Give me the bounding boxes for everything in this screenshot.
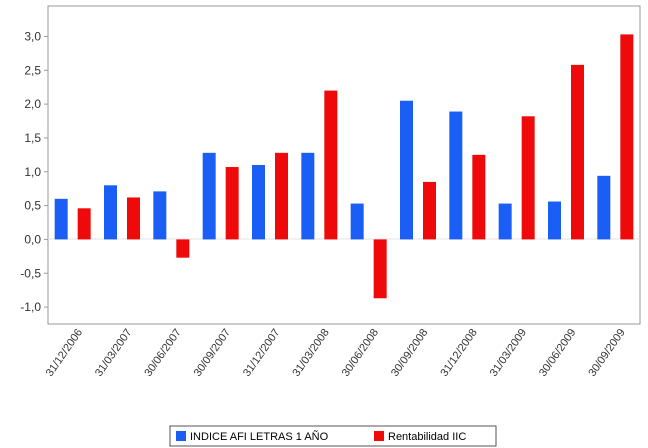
- y-tick-label: 0,5: [24, 199, 41, 213]
- legend-label-rentabilidad: Rentabilidad IIC: [388, 431, 466, 443]
- bar-rentabilidad-0: [77, 208, 91, 240]
- legend-label-indice: INDICE AFI LETRAS 1 AÑO: [190, 430, 329, 443]
- bar-indice-9: [498, 203, 512, 240]
- bar-rentabilidad-8: [472, 154, 486, 240]
- legend-box: [169, 425, 497, 447]
- x-tick-label: 30/06/2009: [537, 327, 578, 379]
- legend: INDICE AFI LETRAS 1 AÑO Rentabilidad IIC: [169, 425, 497, 447]
- x-tick-label: 31/12/2008: [438, 327, 479, 379]
- x-tick-label: 31/03/2007: [93, 327, 134, 379]
- y-tick-label: 2,5: [24, 63, 41, 77]
- x-axis: 31/12/2006 31/03/2007 30/06/2007 30/09/2007…: [44, 327, 628, 379]
- bar-rentabilidad-6: [373, 239, 387, 299]
- x-tick-label: 31/03/2009: [488, 327, 529, 379]
- y-axis: -1,0 -0,5 0,0 0,5 1,0 1,5 2,0 2,5 3,0: [20, 29, 48, 314]
- y-tick-label: -1,0: [20, 300, 41, 314]
- bar-indice-1: [104, 185, 117, 240]
- x-tick-label: 30/09/2009: [586, 327, 627, 379]
- x-tick-label: 30/09/2007: [192, 327, 233, 379]
- bar-rentabilidad-11: [620, 34, 634, 240]
- bar-indice-3: [202, 152, 216, 240]
- bar-indice-7: [400, 100, 413, 240]
- legend-swatch-rentabilidad: [374, 431, 384, 441]
- bar-rentabilidad-10: [571, 64, 584, 240]
- x-tick-label: 31/03/2008: [290, 327, 331, 379]
- y-tick-label: 0,0: [24, 232, 41, 246]
- bar-rentabilidad-5: [324, 90, 338, 240]
- x-tick-label: 30/06/2008: [340, 327, 381, 379]
- y-tick-label: 3,0: [24, 29, 41, 43]
- x-tick-label: 31/12/2007: [241, 327, 282, 379]
- bar-indice-11: [597, 175, 611, 240]
- bar-indice-2: [153, 191, 167, 240]
- bar-rentabilidad-1: [127, 197, 140, 240]
- bar-rentabilidad-2: [176, 239, 190, 258]
- x-tick-label: 30/09/2008: [389, 327, 430, 379]
- bars: [54, 34, 634, 299]
- bar-rentabilidad-9: [521, 116, 535, 240]
- bar-indice-5: [301, 152, 315, 240]
- y-tick-label: -0,5: [20, 266, 41, 280]
- bar-rentabilidad-3: [225, 167, 239, 240]
- x-tick-label: 30/06/2007: [142, 327, 183, 379]
- bar-rentabilidad-4: [275, 152, 288, 240]
- bar-indice-4: [252, 165, 265, 240]
- plot-area: [47, 5, 641, 325]
- bar-indice-6: [350, 203, 364, 240]
- y-tick-label: 1,5: [24, 131, 41, 145]
- bar-indice-0: [54, 198, 68, 240]
- bar-rentabilidad-7: [423, 181, 436, 240]
- y-tick-label: 2,0: [24, 97, 41, 111]
- bar-indice-8: [449, 111, 463, 240]
- x-tick-label: 31/12/2006: [44, 327, 85, 379]
- bar-indice-10: [548, 201, 561, 240]
- legend-swatch-indice: [176, 431, 186, 441]
- y-tick-label: 1,0: [24, 165, 41, 179]
